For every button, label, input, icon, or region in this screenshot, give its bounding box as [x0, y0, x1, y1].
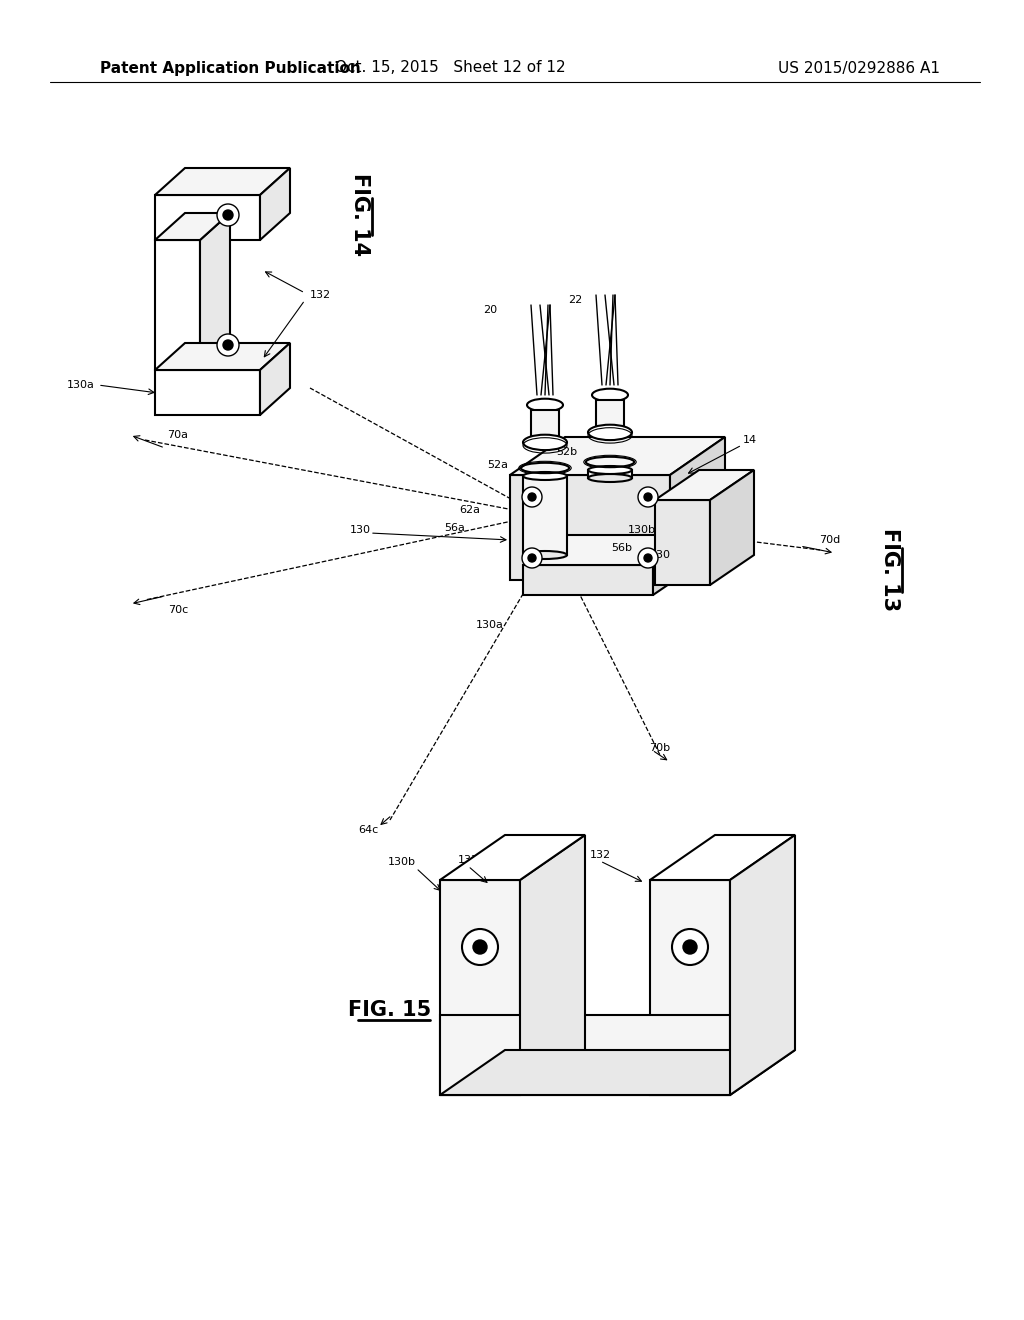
Polygon shape [523, 477, 567, 554]
Text: 70d: 70d [819, 535, 841, 545]
Text: 130a: 130a [68, 380, 95, 389]
Polygon shape [155, 370, 260, 414]
Text: FIG. 15: FIG. 15 [348, 1001, 432, 1020]
Polygon shape [260, 168, 290, 240]
Text: FIG. 14: FIG. 14 [350, 173, 370, 256]
Text: 132: 132 [458, 855, 478, 865]
Circle shape [217, 334, 239, 356]
Text: 132: 132 [590, 850, 610, 861]
Polygon shape [440, 880, 520, 1096]
Polygon shape [710, 470, 754, 585]
Circle shape [522, 548, 542, 568]
Polygon shape [596, 400, 624, 430]
Ellipse shape [523, 550, 567, 558]
Circle shape [638, 548, 658, 568]
Circle shape [683, 940, 697, 954]
Text: 62b: 62b [527, 492, 549, 503]
Text: 130a: 130a [476, 620, 504, 630]
Circle shape [462, 929, 498, 965]
Text: 130b: 130b [388, 857, 416, 867]
Polygon shape [155, 240, 200, 370]
Ellipse shape [523, 434, 567, 450]
Circle shape [223, 341, 233, 350]
Text: 64c: 64c [357, 825, 378, 836]
Text: 20: 20 [483, 305, 497, 315]
Circle shape [644, 554, 652, 562]
Polygon shape [588, 470, 632, 478]
Polygon shape [653, 535, 697, 595]
Polygon shape [440, 1049, 795, 1096]
Text: Patent Application Publication: Patent Application Publication [100, 61, 360, 75]
Text: 56b: 56b [611, 543, 633, 553]
Text: 14: 14 [743, 436, 757, 445]
Polygon shape [440, 836, 585, 880]
Text: 62a: 62a [460, 506, 480, 515]
Ellipse shape [588, 425, 632, 440]
Ellipse shape [588, 474, 632, 482]
Polygon shape [155, 195, 260, 240]
Polygon shape [155, 343, 290, 370]
Polygon shape [200, 213, 230, 370]
Circle shape [638, 487, 658, 507]
Text: 70c: 70c [168, 605, 188, 615]
Polygon shape [510, 437, 725, 475]
Ellipse shape [592, 388, 628, 401]
Ellipse shape [531, 436, 559, 445]
Text: 22: 22 [568, 294, 582, 305]
Polygon shape [650, 836, 795, 880]
Circle shape [644, 492, 652, 502]
Ellipse shape [523, 473, 567, 480]
Ellipse shape [596, 426, 624, 434]
Text: 70a: 70a [168, 430, 188, 440]
Polygon shape [730, 836, 795, 1096]
Polygon shape [670, 437, 725, 579]
Ellipse shape [588, 466, 632, 474]
Polygon shape [655, 470, 754, 500]
Polygon shape [155, 168, 290, 195]
Circle shape [528, 554, 536, 562]
Circle shape [473, 940, 487, 954]
Text: 52a: 52a [487, 459, 509, 470]
Text: 132: 132 [310, 290, 331, 300]
Polygon shape [523, 565, 653, 595]
Text: FIG. 13: FIG. 13 [880, 528, 900, 611]
Text: 56a: 56a [444, 523, 466, 533]
Polygon shape [650, 880, 730, 1096]
Text: US 2015/0292886 A1: US 2015/0292886 A1 [778, 61, 940, 75]
Polygon shape [260, 343, 290, 414]
Circle shape [672, 929, 708, 965]
Ellipse shape [527, 399, 563, 412]
Polygon shape [510, 475, 670, 579]
Text: 130: 130 [649, 550, 671, 560]
Text: 130: 130 [349, 525, 371, 535]
Text: 70b: 70b [649, 743, 671, 752]
Polygon shape [531, 411, 559, 441]
Circle shape [217, 205, 239, 226]
Circle shape [223, 210, 233, 220]
Text: 52b: 52b [556, 447, 578, 457]
Polygon shape [655, 500, 710, 585]
Text: Oct. 15, 2015   Sheet 12 of 12: Oct. 15, 2015 Sheet 12 of 12 [335, 61, 565, 75]
Circle shape [522, 487, 542, 507]
Polygon shape [520, 836, 585, 1096]
Polygon shape [440, 1015, 730, 1096]
Circle shape [528, 492, 536, 502]
Text: 130b: 130b [628, 525, 656, 535]
Polygon shape [523, 535, 697, 565]
Polygon shape [155, 213, 230, 240]
